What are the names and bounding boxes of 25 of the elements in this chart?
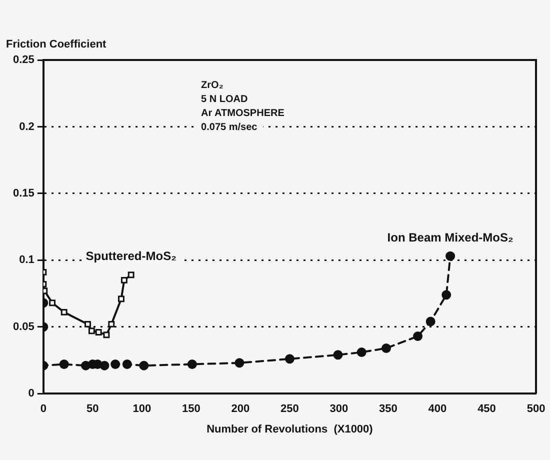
series-label: Ion Beam Mixed-MoS₂: [387, 230, 514, 244]
annotation: 5 N LOAD: [201, 94, 248, 105]
x-tick-label: 400: [428, 403, 447, 416]
x-tick-label: 450: [478, 403, 496, 416]
y-tick-label: 0.2: [19, 120, 34, 133]
x-tick-label: 500: [526, 403, 546, 416]
y-tick-label: 0.1: [19, 254, 34, 266]
y-tick-label: 0: [28, 388, 34, 400]
x-tick-label: 100: [132, 403, 152, 416]
x-tick-label: 150: [182, 403, 200, 416]
y-tick-label: 0.25: [12, 54, 34, 66]
annotation: ZrO₂: [201, 80, 224, 91]
annotation: 0.075 m/sec: [201, 122, 258, 133]
series-label: Sputtered-MoS₂: [86, 249, 176, 264]
x-tick-label: 0: [40, 403, 46, 416]
x-tick-label: 350: [379, 403, 398, 416]
x-tick-label: 300: [330, 403, 348, 416]
x-axis-title: Number of Revolutions (X1000): [206, 423, 374, 436]
y-tick-label: 0.15: [12, 187, 34, 200]
annotation: Ar ATMOSPHERE: [201, 108, 285, 119]
y-tick-label: 0.05: [12, 320, 34, 333]
x-tick-label: 200: [231, 403, 250, 416]
y-axis-title: Friction Coefficient: [6, 38, 107, 51]
x-tick-label: 50: [86, 403, 99, 416]
x-tick-label: 250: [280, 403, 299, 416]
